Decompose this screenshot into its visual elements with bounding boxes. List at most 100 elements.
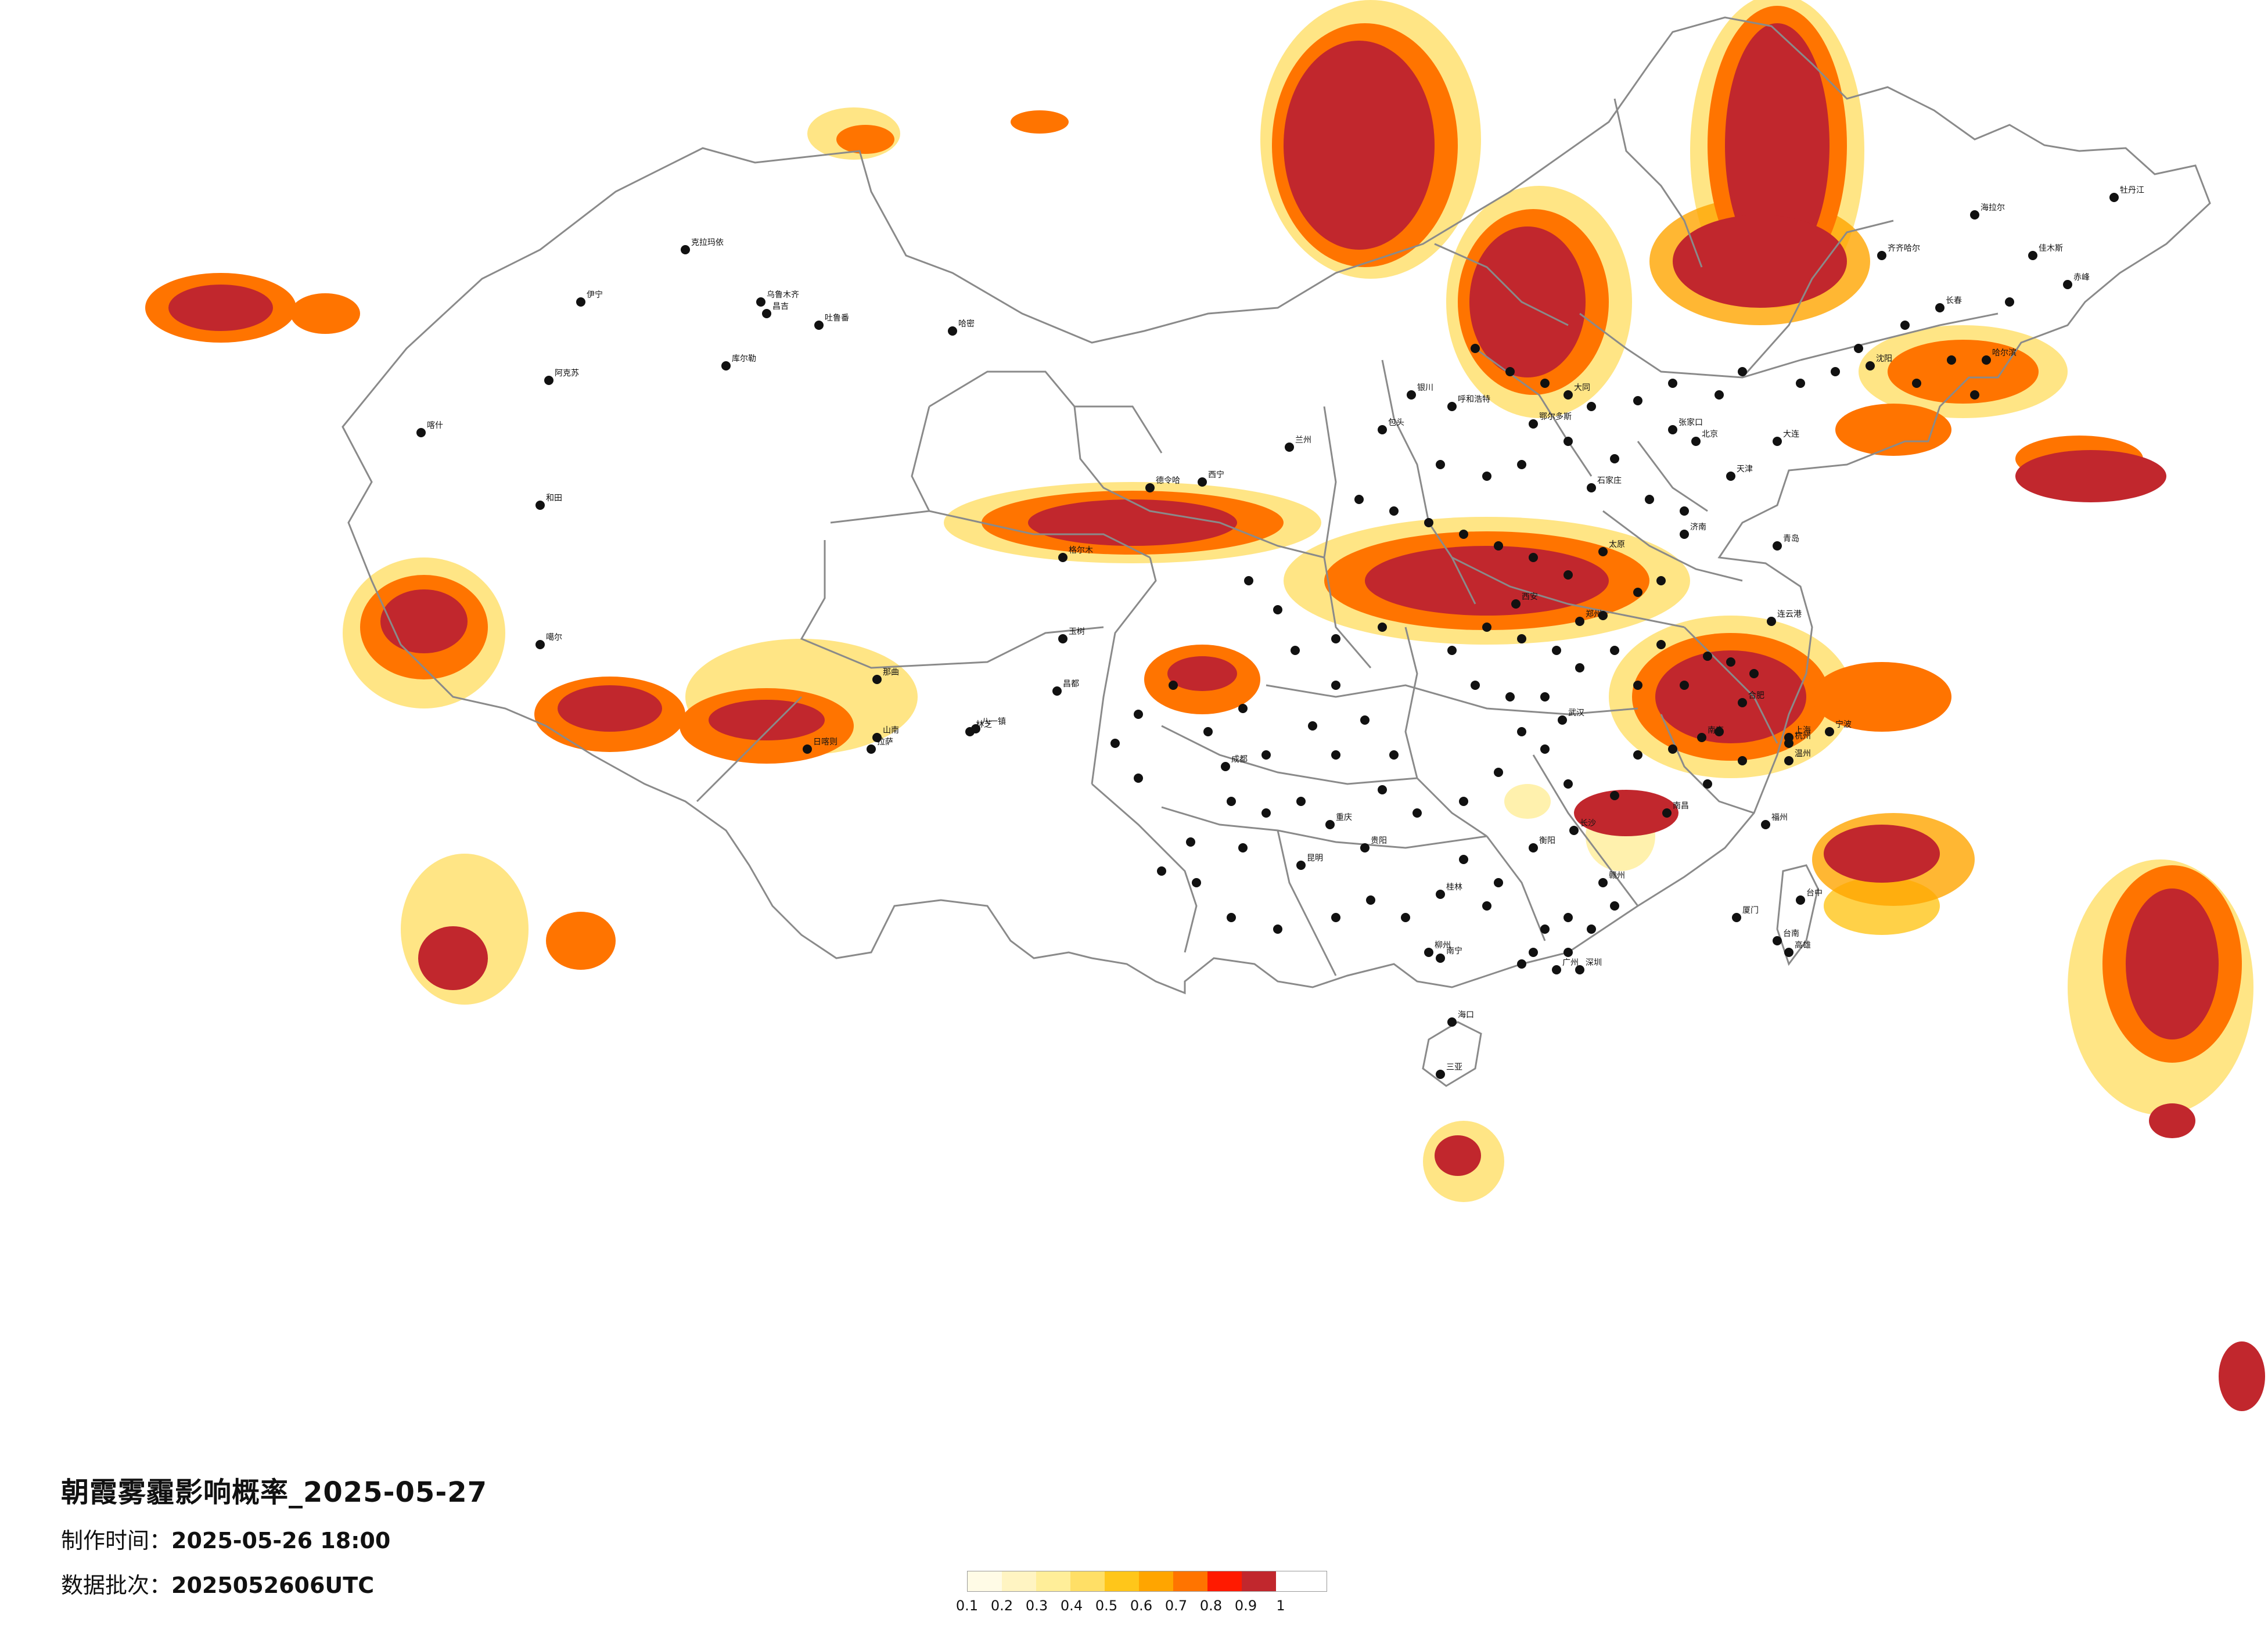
city-label: 宁波 — [1835, 720, 1852, 729]
city-dot — [1784, 733, 1793, 742]
city-label: 赤峰 — [2073, 273, 2090, 282]
city-dot — [1471, 681, 1480, 690]
city-dot — [1459, 530, 1468, 539]
city-dot — [1703, 652, 1712, 661]
city-dot — [1424, 948, 1433, 957]
probability-patch — [2015, 450, 2166, 502]
city-dot — [681, 245, 690, 254]
city-dot — [1505, 692, 1515, 702]
city-dot — [867, 744, 876, 754]
city-label: 乌鲁木齐 — [767, 290, 799, 300]
city-dot — [2005, 297, 2014, 307]
city-dot — [1058, 553, 1067, 562]
city-dot — [1412, 808, 1422, 818]
probability-patch — [558, 685, 662, 732]
city-dot — [1134, 774, 1143, 783]
city-dot — [1331, 681, 1340, 690]
city-dot — [1471, 344, 1480, 353]
probability-patch — [1469, 226, 1586, 377]
city-label: 银川 — [1417, 383, 1433, 393]
city-dot — [1360, 715, 1370, 725]
city-dot — [1331, 634, 1340, 643]
city-label: 阿克苏 — [555, 369, 579, 378]
city-label: 长沙 — [1580, 819, 1596, 828]
city-dot — [1854, 344, 1863, 353]
city-dot — [1761, 820, 1770, 829]
city-dot — [1308, 721, 1317, 731]
city-dot — [1378, 425, 1387, 434]
city-dot — [1912, 379, 1921, 388]
city-dot — [1296, 797, 1306, 806]
probability-patch — [290, 293, 360, 334]
city-dot — [1877, 251, 1886, 260]
city-label: 哈密 — [958, 319, 975, 329]
city-dot — [1517, 959, 1526, 969]
legend-ticks: 0.1 0.2 0.3 0.4 0.5 0.6 0.7 0.8 0.9 1 — [956, 1598, 1327, 1617]
city-dot — [1517, 727, 1526, 736]
city-dot — [1110, 739, 1120, 748]
city-label: 郑州 — [1586, 610, 1602, 619]
batch-row: 数据批次：2025052606UTC — [61, 1567, 487, 1599]
probability-patch — [1167, 656, 1237, 691]
legend-swatch — [1139, 1571, 1173, 1591]
city-dot — [1540, 379, 1550, 388]
probability-patch — [1655, 650, 1806, 743]
city-dot — [803, 744, 812, 754]
city-dot — [1947, 355, 1956, 365]
city-dot — [2028, 251, 2037, 260]
city-dot — [1656, 576, 1666, 585]
probability-patch — [1835, 404, 1951, 456]
city-dot — [1227, 913, 1236, 922]
city-label: 杭州 — [1795, 732, 1811, 741]
batch-value: 2025052606UTC — [171, 1573, 375, 1598]
city-dot — [1529, 419, 1538, 429]
city-dot — [1732, 913, 1741, 922]
city-label: 石家庄 — [1597, 476, 1622, 485]
city-dot — [1703, 779, 1712, 789]
city-dot — [1982, 355, 1991, 365]
city-dot — [1866, 361, 1875, 370]
city-dot — [1784, 948, 1793, 957]
city-label: 西宁 — [1208, 470, 1224, 480]
city-dot — [971, 724, 980, 733]
city-label: 衡阳 — [1539, 836, 1555, 846]
city-dot — [1540, 692, 1550, 702]
city-dot — [1134, 710, 1143, 719]
city-dot — [1738, 367, 1747, 376]
city-dot — [1970, 210, 1979, 220]
city-dot — [1900, 321, 1910, 330]
city-dot — [1738, 698, 1747, 707]
city-dot — [1401, 913, 1410, 922]
city-label: 格尔木 — [1069, 546, 1093, 555]
city-label: 上海 — [1795, 726, 1811, 735]
city-dot — [1459, 797, 1468, 806]
city-dot — [1563, 390, 1573, 400]
city-dot — [1598, 611, 1608, 620]
city-dot — [535, 640, 545, 649]
probability-patch — [2219, 1341, 2265, 1411]
legend-tick-label: 0.5 — [1095, 1598, 1118, 1614]
city-label: 济南 — [1690, 523, 1706, 532]
city-label: 海拉尔 — [1981, 203, 2005, 213]
city-dot — [1378, 623, 1387, 632]
city-label: 喀什 — [427, 421, 443, 430]
city-dot — [544, 376, 553, 385]
city-dot — [872, 733, 882, 742]
city-dot — [948, 326, 957, 336]
city-dot — [1715, 727, 1724, 736]
city-dot — [1296, 861, 1306, 870]
legend-swatch — [968, 1571, 1002, 1591]
city-dot — [1360, 843, 1370, 852]
city-label: 伊宁 — [587, 290, 603, 300]
haze-probability-field — [145, 0, 2265, 1411]
city-dot — [872, 675, 882, 684]
city-dot — [1331, 750, 1340, 760]
probability-patch — [1725, 23, 1830, 267]
city-dot — [1354, 495, 1364, 504]
city-dot — [1773, 936, 1782, 945]
city-dot — [1058, 634, 1067, 643]
legend-tick-label: 0.2 — [990, 1598, 1013, 1614]
city-dot — [1221, 762, 1230, 771]
city-dot — [1238, 704, 1248, 713]
city-dot — [1238, 843, 1248, 852]
